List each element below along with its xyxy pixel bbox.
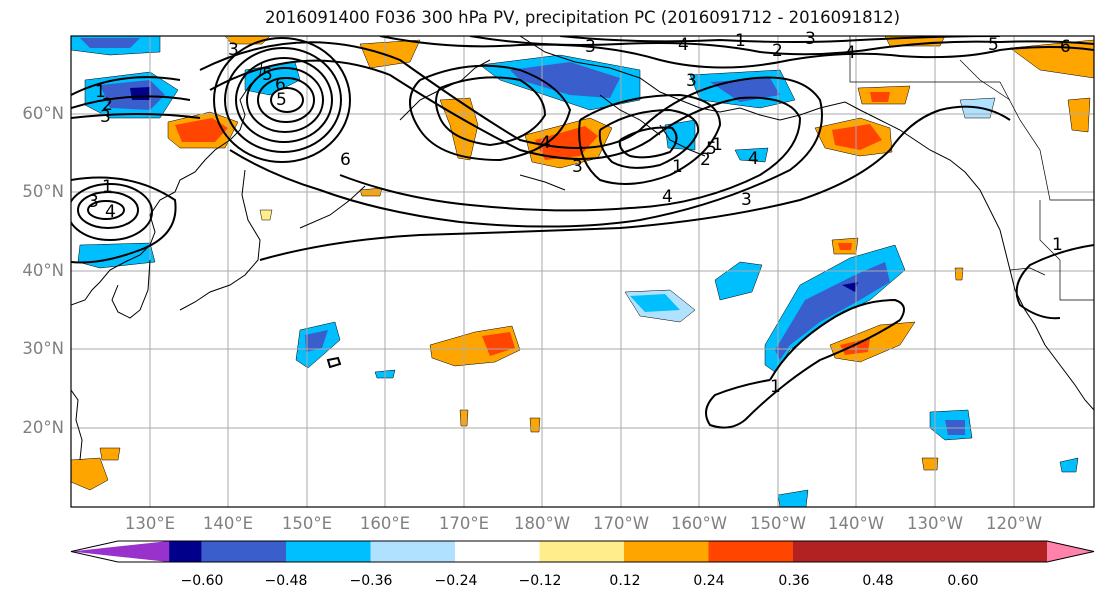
lon-label: 170°W bbox=[592, 514, 650, 533]
contour-label: 1 bbox=[770, 377, 781, 397]
contour-label: 6 bbox=[340, 150, 351, 170]
lon-label: 160°W bbox=[670, 514, 728, 533]
contour-label: 3 bbox=[88, 192, 99, 212]
neg-patch bbox=[734, 147, 769, 163]
lon-label: 170°E bbox=[438, 514, 490, 533]
contour-label: 6 bbox=[1060, 37, 1071, 57]
lon-label: 180°W bbox=[513, 514, 571, 533]
contour-label: 2 bbox=[772, 41, 783, 61]
contour-label: 1 bbox=[712, 135, 723, 155]
contour-label: 4 bbox=[540, 133, 551, 153]
contour-label: 3 bbox=[741, 190, 752, 210]
pos-patch bbox=[71, 457, 109, 491]
colorbar-outline bbox=[70, 540, 1095, 563]
colorbar-tick-label: 0.36 bbox=[778, 573, 810, 589]
colorbar-segment bbox=[370, 541, 455, 562]
lat-label: 50°N bbox=[22, 182, 64, 201]
colorbar-tick-label: 0.48 bbox=[862, 573, 894, 589]
colorbar-segment bbox=[201, 541, 286, 562]
contour-label: 1 bbox=[102, 177, 113, 197]
lat-label: 40°N bbox=[22, 261, 64, 280]
lon-label: 150°E bbox=[281, 514, 333, 533]
colorbar-tick-label: 0.12 bbox=[609, 573, 641, 589]
colorbar-segment bbox=[455, 541, 540, 562]
contour-label: 5 bbox=[262, 65, 273, 85]
contour-label: 1 bbox=[735, 31, 746, 51]
colorbar-segment bbox=[286, 541, 371, 562]
contour-label: 4 bbox=[105, 202, 116, 222]
lon-label: 120°W bbox=[985, 514, 1043, 533]
contour-label: 4 bbox=[678, 35, 689, 55]
contour-label: 5 bbox=[706, 139, 717, 159]
colorbar-tick-label: −0.48 bbox=[264, 573, 308, 589]
map-title: 2016091400 F036 300 hPa PV, precipitatio… bbox=[264, 8, 901, 27]
contour-label: 1 bbox=[1052, 235, 1063, 255]
graticule bbox=[71, 36, 1094, 507]
colorbar-tick-label: 0.24 bbox=[693, 573, 725, 589]
contour-label: 5 bbox=[276, 90, 287, 110]
pos-patch bbox=[99, 447, 121, 461]
colorbar-segment bbox=[539, 541, 624, 562]
contour-label: 4 bbox=[662, 187, 673, 207]
contour-label-group: 1 2 3 1 3 4 5 6 5 6 3 4 1 2 3 4 5 6 3 4 … bbox=[88, 29, 1071, 397]
colorbar-tick-label: −0.12 bbox=[518, 573, 562, 589]
colorbar-tick-label: 0.60 bbox=[947, 573, 979, 589]
lat-label: 30°N bbox=[22, 339, 64, 358]
colorbar-segment bbox=[169, 541, 202, 562]
contour-label: 4 bbox=[748, 149, 759, 169]
colorbar-tick-label: −0.36 bbox=[349, 573, 393, 589]
colorbar-segment bbox=[624, 541, 709, 562]
lon-label: 140°W bbox=[827, 514, 885, 533]
colorbar-segment bbox=[708, 541, 793, 562]
contour-label: 1 bbox=[95, 82, 106, 102]
map-frame bbox=[70, 35, 1095, 508]
colorbar-segment bbox=[793, 541, 1047, 562]
contour-label: 3 bbox=[805, 29, 816, 49]
contour-label: 2 bbox=[102, 95, 113, 115]
contour-label: 3 bbox=[585, 37, 596, 57]
colorbar-tick-label: −0.60 bbox=[180, 573, 224, 589]
contour-label: 1 bbox=[672, 157, 683, 177]
lat-label: 20°N bbox=[22, 418, 64, 437]
contour-label: 3 bbox=[228, 40, 239, 60]
lon-label: 160°E bbox=[359, 514, 411, 533]
pos-patch bbox=[1067, 97, 1091, 133]
contour-label: 3 bbox=[572, 157, 583, 177]
contour-label: 4 bbox=[845, 43, 856, 63]
lat-label: 60°N bbox=[22, 104, 64, 123]
lon-label: 130°E bbox=[124, 514, 176, 533]
lon-label: 130°W bbox=[906, 514, 964, 533]
colorbar-extend-high bbox=[1047, 541, 1094, 562]
contour-label: 5 bbox=[988, 35, 999, 55]
lon-label: 140°E bbox=[202, 514, 254, 533]
precipitation-shading bbox=[71, 36, 1094, 507]
contour-label: 2 bbox=[700, 150, 711, 170]
colorbar-tick-label: −0.24 bbox=[434, 573, 478, 589]
colorbar-extend-low bbox=[71, 541, 170, 562]
colorbar bbox=[70, 540, 1095, 563]
contour-label: 3 bbox=[100, 107, 111, 127]
contour-label: 3 bbox=[686, 71, 697, 91]
pos-patch bbox=[359, 39, 421, 69]
contour-label: 6 bbox=[275, 75, 286, 95]
lon-label: 150°W bbox=[749, 514, 807, 533]
pv-contours bbox=[71, 36, 1094, 429]
